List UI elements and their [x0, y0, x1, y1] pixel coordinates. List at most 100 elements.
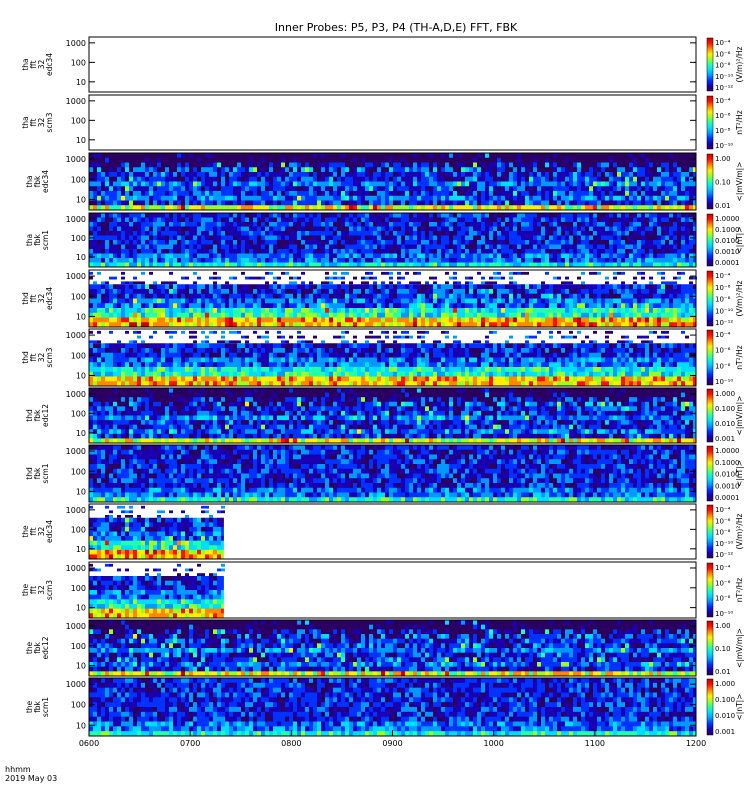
panel-frame [88, 619, 697, 677]
panel-frame [88, 444, 697, 503]
y-tick-label: 100 [71, 642, 86, 651]
panel-label-line: scm1 [41, 697, 50, 717]
y-tick-label: 1000 [66, 272, 86, 281]
colorbar-tick-label: 0.0010 [715, 248, 740, 256]
panel-label-line: tha [25, 234, 34, 246]
spectrogram-p3 [89, 153, 696, 211]
time-axis-label-date: 2019 May 03 [5, 774, 57, 783]
y-tick-label: 1000 [66, 622, 86, 631]
colorbar-unit: (V/m)²/Hz [735, 280, 744, 316]
panel-label-line: 32 [37, 294, 46, 304]
panel-label-line: scm3 [45, 580, 54, 600]
panel-label-line: fft [29, 294, 38, 302]
spectrogram-p7 [89, 388, 696, 444]
panel-label-line: tha [25, 175, 34, 187]
y-tick-label: 10 [76, 429, 86, 438]
panel-p3: 1000 100 10 tha fbk edc34 1.00 0.10 0.01 <|mV/m|> [25, 152, 744, 211]
colorbar [706, 388, 714, 443]
colorbar-tick-label: 10⁻⁶ [715, 347, 731, 355]
spectrogram-p11 [89, 620, 696, 677]
colorbar-tick-label: 10⁻¹⁰ [715, 307, 733, 315]
y-tick-label: 10 [76, 371, 86, 380]
panel-p9: 1000 100 10 the fft 32 edc34 10⁻⁴ 10⁻⁶ 10⁻⁸ 10⁻¹⁰ 1… [21, 503, 744, 560]
colorbar-tick-label: 10⁻¹² [715, 319, 733, 327]
colorbar [706, 504, 714, 559]
colorbar-tick-label: 10⁻⁴ [715, 564, 731, 572]
colorbar [706, 329, 714, 386]
colorbar-tick-label: 10⁻⁶ [715, 517, 731, 525]
colorbar-unit: (V/m)²/Hz [735, 46, 744, 82]
colorbar [706, 95, 714, 150]
y-tick-label: 1000 [66, 506, 86, 515]
panel-label-line: edc34 [41, 170, 50, 193]
colorbar-unit: (V/m)²/Hz [735, 513, 744, 549]
panel-p6: 1000 100 10 thd fft 32 scm3 10⁻⁴ 10⁻⁶ 10⁻⁸ 10⁻¹⁰nT… [21, 328, 744, 387]
colorbar-tick-label: 0.100 [715, 696, 735, 704]
y-tick-label: 100 [71, 409, 86, 418]
colorbar-unit: <|mV/m|> [735, 628, 744, 668]
panel-p11: 1000 100 10 the fbk edc12 1.00 0.10 0.01 <|mV/m|> [25, 619, 744, 677]
colorbar-tick-label: 10⁻¹⁰ [715, 378, 733, 386]
panel-label-line: 32 [37, 118, 46, 128]
y-tick-label: 10 [76, 721, 86, 730]
spectrogram-p6 [89, 330, 696, 387]
colorbar-tick-label: 1.000 [715, 390, 735, 398]
colorbar-tick-label: 10⁻⁸ [715, 529, 731, 537]
spectrogram-p10 [89, 563, 225, 619]
colorbar-tick-label: 10⁻¹⁰ [715, 540, 733, 548]
colorbar-tick-label: 0.10 [715, 645, 731, 653]
panel-frame [88, 269, 697, 328]
spectrogram-p4 [89, 213, 696, 268]
panel-frame [88, 36, 697, 93]
y-tick-label: 100 [71, 116, 86, 125]
colorbar-tick-label: 10⁻⁶ [715, 50, 731, 58]
colorbar [706, 562, 714, 618]
y-tick-label: 10 [76, 253, 86, 262]
time-axis-label-hhmm: hhmm [5, 765, 31, 774]
panel-label-line: fbk [33, 233, 42, 245]
y-tick-label: 1000 [66, 564, 86, 573]
panel-label-line: thd [25, 409, 34, 422]
y-tick-label: 10 [76, 662, 86, 671]
y-tick-label: 100 [71, 58, 86, 67]
y-tick-label: 100 [71, 351, 86, 360]
x-tick-label: 1200 [686, 739, 706, 748]
colorbar-tick-label: 1.00 [715, 155, 731, 163]
panel-frame [88, 503, 697, 560]
panel-label-line: the [21, 525, 30, 538]
panel-label-line: thd [21, 292, 30, 305]
panel-p4: 1000 100 10 tha fbk scm1 1.0000 0.1000 0.0100 0.0… [25, 212, 744, 268]
colorbar-tick-label: 0.100 [715, 405, 735, 413]
colorbar-tick-label: 10⁻⁴ [715, 97, 731, 105]
spectrogram-p12 [89, 678, 696, 737]
colorbar-tick-label: 0.001 [715, 435, 735, 443]
colorbar-tick-label: 10⁻⁴ [715, 506, 731, 514]
colorbar-tick-label: 10⁻⁶ [715, 579, 731, 587]
panel-label: thd fft 32 edc34 [21, 287, 54, 310]
y-tick-label: 1000 [66, 447, 86, 456]
panel-frame [88, 152, 697, 211]
y-tick-label: 10 [76, 312, 86, 321]
panel-p5: 1000 100 10 thd fft 32 edc34 10⁻⁴ 10⁻⁶ 10⁻⁸ 10⁻¹⁰ 1… [21, 269, 744, 328]
spectrogram-p9 [89, 505, 225, 560]
colorbar-tick-label: 10⁻¹⁰ [715, 142, 733, 150]
colorbar-tick-label: 10⁻¹⁰ [715, 73, 733, 81]
colorbar [706, 445, 714, 502]
colorbar-tick-label: 10⁻⁸ [715, 62, 731, 70]
panel-label-line: edc12 [41, 404, 50, 427]
panel-label: tha fft 32 edc34 [21, 53, 54, 76]
panel-label-line: tha [21, 116, 30, 128]
y-tick-label: 10 [76, 487, 86, 496]
colorbar-tick-label: 10⁻¹⁰ [715, 610, 733, 618]
y-tick-label: 10 [76, 78, 86, 87]
panel-label-line: fbk [33, 467, 42, 479]
panel-label: tha fbk edc34 [25, 170, 50, 193]
y-tick-label: 1000 [66, 390, 86, 399]
colorbar-tick-label: 0.10 [715, 179, 731, 187]
colorbar-unit: <|nT|> [735, 694, 744, 721]
colorbar-tick-label: 1.00 [715, 622, 731, 630]
panel-label-line: 32 [37, 527, 46, 537]
colorbar-tick-label: 10⁻¹² [715, 84, 733, 92]
panel-label-line: the [25, 700, 34, 713]
